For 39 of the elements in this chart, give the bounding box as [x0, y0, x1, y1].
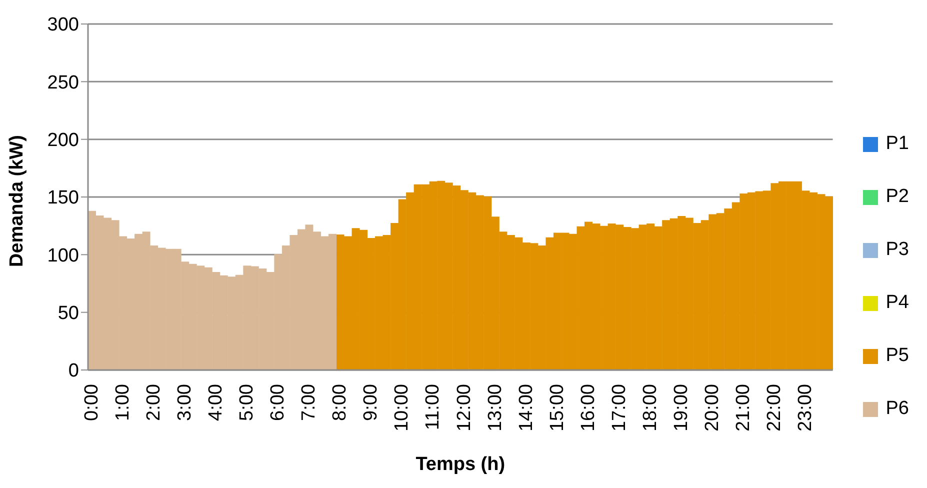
x-tick-label: 21:00: [733, 384, 754, 432]
x-tick-label: 1:00: [112, 384, 134, 421]
x-tick-label: 5:00: [236, 384, 258, 421]
y-tick-label: 100: [47, 245, 79, 266]
x-tick-label: 0:00: [81, 384, 102, 421]
legend-label: P2: [886, 186, 909, 208]
x-tick-label: 13:00: [484, 384, 506, 432]
x-tick-label: 7:00: [298, 384, 320, 421]
y-axis-title: Demanda (kW): [6, 135, 28, 267]
y-tick-label: 250: [47, 72, 79, 94]
x-tick-label: 2:00: [143, 384, 164, 421]
x-tick-label: 6:00: [268, 384, 289, 421]
y-tick-label: 200: [47, 130, 79, 152]
y-tick-label: 0: [68, 360, 79, 382]
x-axis-title: Temps (h): [416, 454, 506, 475]
x-tick-label: 12:00: [454, 384, 475, 432]
x-tick-label: 18:00: [640, 384, 661, 432]
x-tick-label: 23:00: [795, 384, 816, 432]
legend-label: P6: [886, 398, 909, 420]
x-tick-label: 9:00: [360, 384, 382, 421]
x-tick-label: 22:00: [764, 384, 786, 432]
legend-label: P3: [886, 239, 909, 261]
x-tick-label: 10:00: [392, 384, 413, 432]
x-tick-label: 19:00: [670, 384, 692, 432]
x-tick-label: 3:00: [174, 384, 196, 421]
y-tick-label: 300: [47, 14, 79, 36]
x-tick-label: 17:00: [608, 384, 630, 432]
x-tick-label: 14:00: [516, 384, 537, 432]
x-tick-label: 4:00: [206, 384, 227, 421]
x-tick-label: 16:00: [578, 384, 599, 432]
x-tick-label: 11:00: [422, 384, 444, 430]
legend-label: P1: [886, 133, 909, 155]
x-tick-label: 20:00: [702, 384, 724, 432]
x-tick-label: 15:00: [546, 384, 568, 432]
legend-label: P4: [886, 292, 909, 314]
y-tick-label: 50: [58, 303, 79, 324]
x-tick-label: 8:00: [330, 384, 351, 421]
legend-label: P5: [886, 345, 909, 367]
y-tick-label: 150: [47, 188, 79, 209]
